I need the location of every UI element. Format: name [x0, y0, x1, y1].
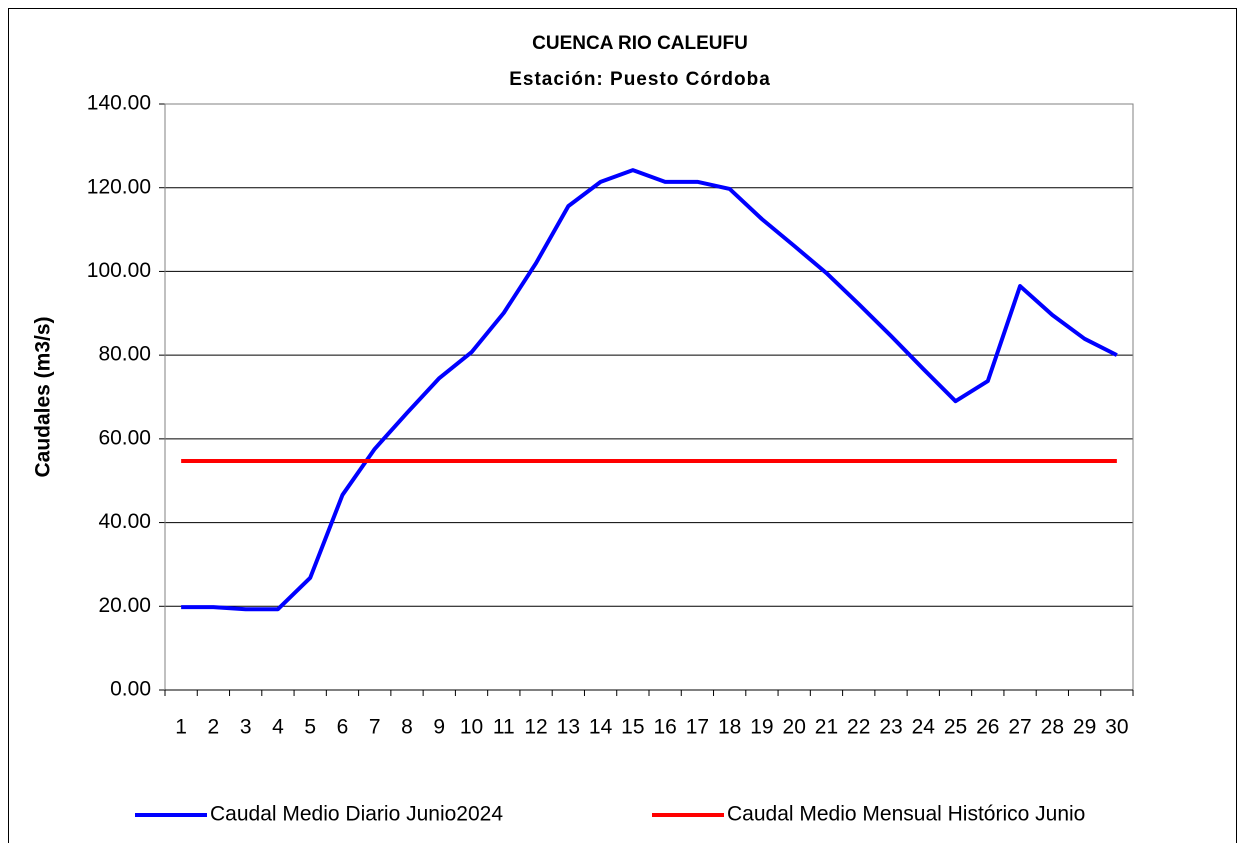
- x-tick-label: 12: [524, 716, 547, 739]
- y-tick-label: 40.00: [98, 510, 151, 533]
- legend-label: Caudal Medio Mensual Histórico Junio: [727, 803, 1085, 826]
- y-tick-label: 0.00: [110, 678, 151, 701]
- y-tick-label: 60.00: [98, 426, 151, 449]
- x-tick-label: 26: [976, 716, 999, 739]
- y-tick-label: 20.00: [98, 594, 151, 617]
- x-tick-label: 6: [337, 716, 349, 739]
- x-tick-label: 28: [1041, 716, 1064, 739]
- plot-frame: [164, 103, 1134, 691]
- x-tick-label: 16: [653, 716, 676, 739]
- y-tick-label: 140.00: [87, 92, 151, 115]
- x-tick-label: 23: [879, 716, 902, 739]
- x-tick-label: 5: [304, 716, 316, 739]
- x-tick-label: 18: [718, 716, 741, 739]
- x-tick-label: 9: [433, 716, 445, 739]
- legend-label: Caudal Medio Diario Junio2024: [210, 803, 503, 826]
- y-tick-label: 100.00: [87, 259, 151, 282]
- x-tick-label: 21: [815, 716, 838, 739]
- y-tick-label: 120.00: [87, 175, 151, 198]
- chart-subtitle: Estación: Puesto Córdoba: [509, 69, 771, 90]
- x-tick-label: 30: [1105, 716, 1128, 739]
- series-line: [181, 168, 1118, 612]
- x-tick-label: 8: [401, 716, 413, 739]
- x-tick-label: 24: [912, 716, 936, 739]
- chart-border: [8, 8, 1237, 843]
- x-tick-label: 17: [686, 716, 709, 739]
- chart-title: CUENCA RIO CALEUFU: [532, 33, 748, 54]
- x-tick-label: 3: [240, 716, 252, 739]
- x-tick-label: 11: [493, 716, 515, 739]
- x-tick-label: 20: [783, 716, 806, 739]
- x-tick-label: 13: [557, 716, 580, 739]
- x-tick-label: 15: [621, 716, 644, 739]
- x-tick-label: 14: [589, 716, 613, 739]
- x-tick-label: 2: [208, 716, 220, 739]
- x-tick-label: 25: [944, 716, 967, 739]
- y-tick-label: 80.00: [98, 343, 151, 366]
- x-tick-label: 4: [272, 716, 284, 739]
- x-tick-label: 1: [175, 716, 187, 739]
- x-tick-label: 22: [847, 716, 870, 739]
- x-tick-label: 27: [1008, 716, 1031, 739]
- x-tick-label: 29: [1073, 716, 1096, 739]
- x-tick-label: 19: [750, 716, 773, 739]
- x-tick-label: 10: [460, 716, 483, 739]
- x-tick-label: 7: [369, 716, 381, 739]
- y-axis-label: Caudales (m3/s): [32, 316, 55, 477]
